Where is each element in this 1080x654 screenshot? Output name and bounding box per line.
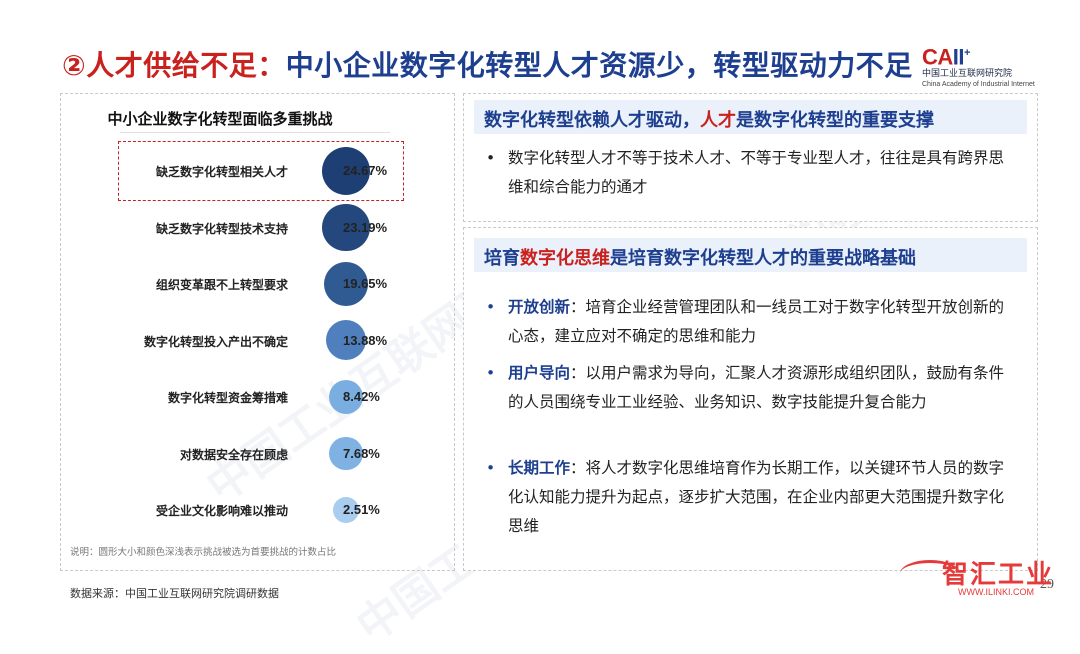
logo-name-cn: 中国工业互联网研究院 bbox=[922, 69, 1013, 80]
header-part: 是数字化转型的重要支撑 bbox=[736, 110, 934, 131]
title-prefix: ②人才供给不足： bbox=[62, 49, 286, 82]
stamp-text: 智汇工业 bbox=[942, 560, 1055, 590]
panel-header-text: 数字化转型依赖人才驱动，人才是数字化转型的重要支撑 bbox=[484, 106, 934, 132]
challenge-label: 缺乏数字化转型技术支持 bbox=[155, 221, 288, 236]
header-part: 培育 bbox=[484, 248, 520, 269]
bullet-paragraph: 数字化转型人才不等于技术人才、不等于专业型人才，往往是具有跨界思维和综合能力的通… bbox=[486, 144, 1011, 202]
challenge-bubble bbox=[329, 436, 363, 471]
challenge-percent: 23.19% bbox=[343, 219, 388, 235]
challenge-percent: 24.67% bbox=[343, 163, 388, 178]
talent-driver-panel: 数字化转型依赖人才驱动，人才是数字化转型的重要支撑 数字化转型人才不等于技术人才… bbox=[463, 93, 1038, 222]
bullet-long-term: 长期工作：将人才数字化思维培育作为长期工作，以关键环节人员的数字化认知能力提升为… bbox=[486, 454, 1011, 541]
challenge-percent: 2.51% bbox=[343, 502, 380, 517]
logo-mark: CAII+ bbox=[922, 42, 1042, 68]
header-highlight: 数字化思维 bbox=[520, 248, 610, 269]
page-title: ②人才供给不足：中小企业数字化转型人才资源少，转型驱动力不足 bbox=[62, 44, 913, 84]
bullet-text: ：将人才数字化思维培育作为长期工作，以关键环节人员的数字化认知能力提升为起点，逐… bbox=[508, 459, 1005, 535]
bullet-keyword: 用户导向 bbox=[508, 364, 571, 382]
title-main: 中小企业数字化转型人才资源少，转型驱动力不足 bbox=[285, 49, 913, 82]
challenge-bubble bbox=[332, 496, 360, 524]
bullet-keyword: 开放创新 bbox=[508, 298, 571, 316]
divider bbox=[120, 132, 390, 133]
challenges-title: 中小企业数字化转型面临多重挑战 bbox=[107, 110, 333, 128]
challenge-label: 缺乏数字化转型相关人才 bbox=[155, 165, 288, 179]
challenge-label: 受企业文化影响难以推动 bbox=[155, 504, 288, 518]
panel-header: 数字化转型依赖人才驱动，人才是数字化转型的重要支撑 bbox=[474, 100, 1027, 134]
challenge-label: 数字化转型投入产出不确定 bbox=[143, 334, 288, 349]
challenge-percent: 7.68% bbox=[343, 445, 380, 461]
highlight-box bbox=[118, 141, 404, 201]
challenge-label: 数字化转型资金筹措难 bbox=[167, 391, 288, 405]
header-part: 是培育数字化转型人才的重要战略基础 bbox=[610, 248, 916, 269]
challenge-percent: 19.65% bbox=[343, 276, 388, 291]
bullet-text: ：以用户需求为导向，汇聚人才资源形成组织团队，鼓励有条件的人员围绕专业工业经验、… bbox=[508, 364, 1005, 411]
panel-header-text: 培育数字化思维是培育数字化转型人才的重要战略基础 bbox=[484, 244, 916, 270]
panel-header: 培育数字化思维是培育数字化转型人才的重要战略基础 bbox=[474, 238, 1027, 272]
header-part: 数字化转型依赖人才驱动， bbox=[484, 110, 700, 131]
challenge-bubble bbox=[322, 147, 370, 195]
bullet-keyword: 长期工作 bbox=[508, 459, 571, 477]
site-watermark: 智汇工业 WWW.ILINKI.COM bbox=[900, 552, 1075, 602]
challenges-panel bbox=[60, 93, 455, 571]
challenge-label: 对数据安全存在顾虑 bbox=[179, 447, 288, 462]
bullet-open-innovation: 开放创新：培育企业经营管理团队和一线员工对于数字化转型开放创新的心态，建立应对不… bbox=[486, 293, 1011, 351]
header-highlight: 人才 bbox=[700, 110, 736, 131]
challenge-bubble bbox=[325, 320, 366, 361]
data-source: 数据来源：中国工业互联网研究院调研数据 bbox=[70, 587, 279, 600]
bullet-user-oriented: 用户导向：以用户需求为导向，汇聚人才资源形成组织团队，鼓励有条件的人员围绕专业工… bbox=[486, 359, 1011, 417]
challenge-percent: 8.42% bbox=[343, 389, 380, 404]
chart-note: 说明：圆形大小和颜色深浅表示挑战被选为首要挑战的计数占比 bbox=[70, 547, 337, 558]
logo-mark-rest: II bbox=[952, 44, 965, 70]
challenge-percent: 13.88% bbox=[343, 332, 388, 348]
challenge-bubble bbox=[323, 261, 369, 307]
page-number: 29 bbox=[1040, 577, 1054, 592]
bullet-text: ：培育企业经营管理团队和一线员工对于数字化转型开放创新的心态，建立应对不确定的思… bbox=[508, 298, 1005, 345]
logo-plus: + bbox=[964, 47, 970, 59]
stamp-arc bbox=[900, 560, 960, 587]
digital-thinking-panel: 培育数字化思维是培育数字化转型人才的重要战略基础 开放创新：培育企业经营管理团队… bbox=[463, 227, 1038, 571]
logo: CAII+ 中国工业互联网研究院 China Academy of Indust… bbox=[922, 42, 1042, 89]
challenge-label: 组织变革跟不上转型要求 bbox=[155, 278, 288, 292]
logo-mark-a: CA bbox=[922, 44, 953, 70]
stamp-url: WWW.ILINKI.COM bbox=[958, 587, 1034, 597]
challenge-bubble bbox=[328, 379, 364, 415]
challenge-bubble bbox=[322, 203, 370, 251]
logo-name-en: China Academy of Industrial Internet bbox=[922, 81, 1035, 89]
